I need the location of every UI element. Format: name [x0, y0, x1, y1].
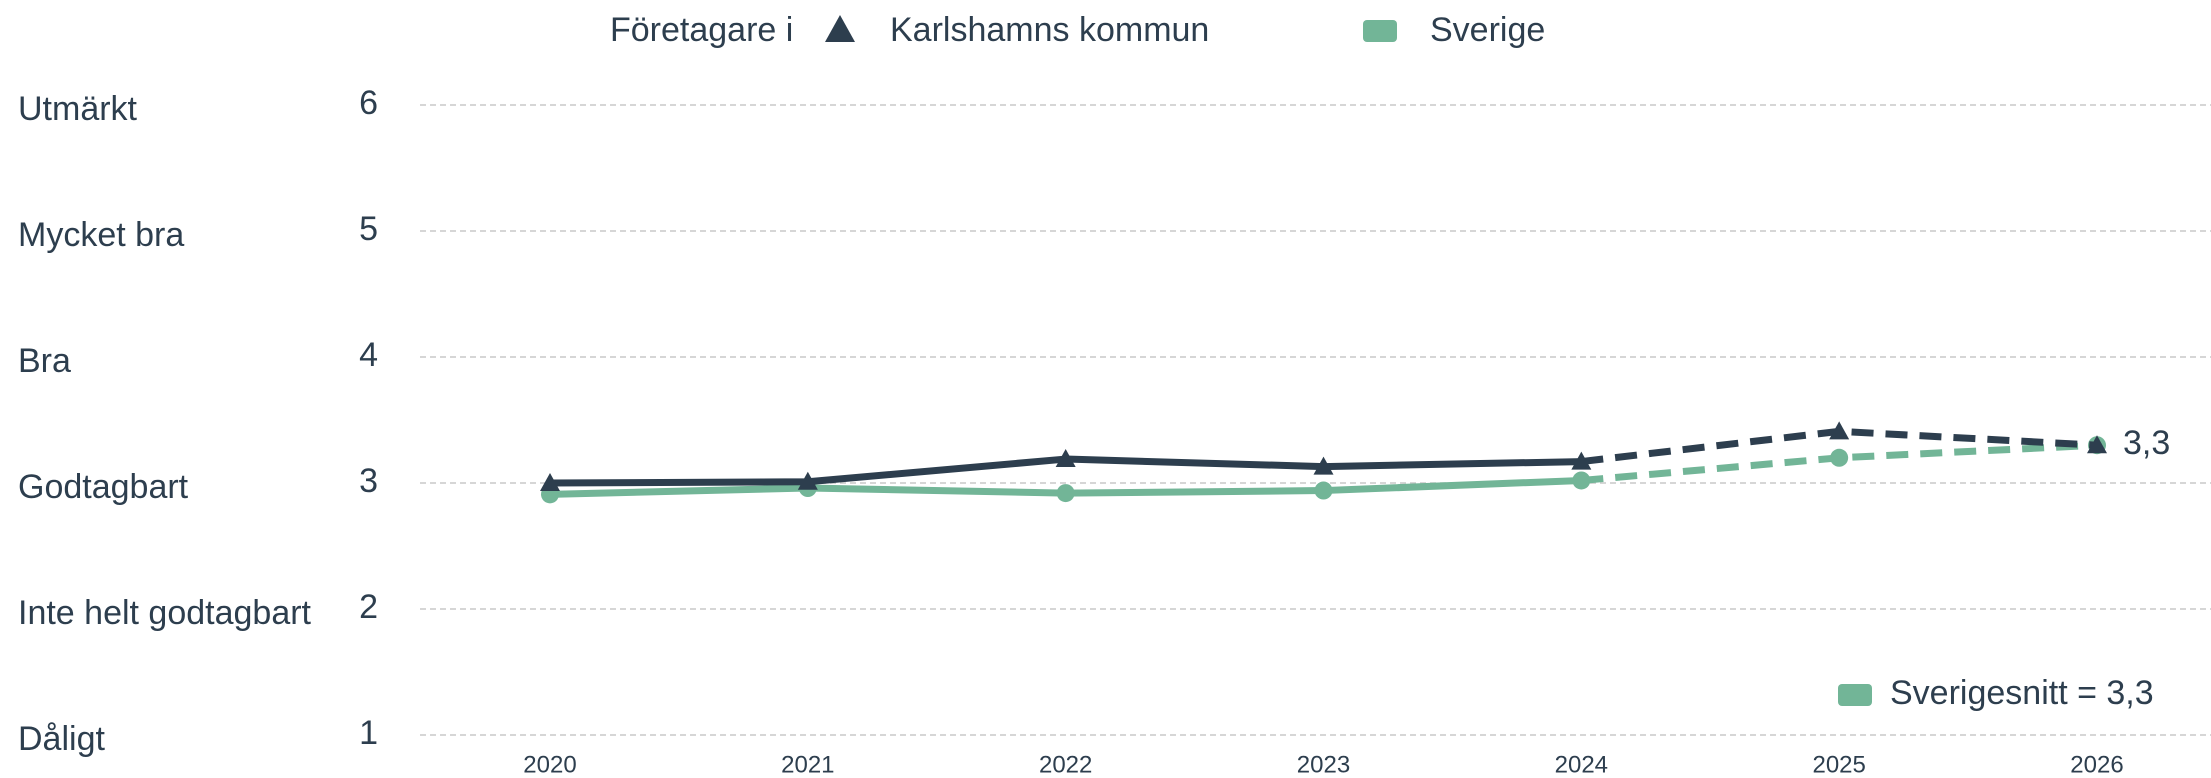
marker	[1571, 451, 1592, 470]
marker	[797, 471, 818, 490]
marker	[1056, 484, 1075, 503]
y-category-label: Inte helt godtagbart	[18, 594, 312, 632]
marker	[1829, 421, 1850, 440]
legend-label: Sverige	[1430, 11, 1545, 49]
legend-label: Karlshamns kommun	[890, 11, 1209, 49]
y-category-label: Dåligt	[18, 720, 105, 758]
y-category-label: Mycket bra	[18, 216, 184, 254]
x-tick-label: 2022	[1039, 751, 1092, 778]
annotation: Sverigesnitt = 3,3	[1890, 674, 2154, 712]
marker	[540, 473, 560, 491]
y-tick-label: 1	[359, 714, 378, 752]
marker	[1313, 456, 1334, 475]
legend-marker	[825, 15, 855, 42]
y-category-label: Godtagbart	[18, 468, 189, 506]
marker	[1055, 449, 1076, 468]
y-tick-label: 5	[359, 210, 378, 248]
y-category-label: Utmärkt	[18, 90, 138, 128]
marker	[1830, 448, 1849, 467]
data-label: 3,3	[2123, 424, 2170, 462]
marker	[1314, 481, 1333, 500]
legend-marker	[1363, 20, 1397, 42]
marker	[1572, 471, 1591, 490]
x-tick-label: 2024	[1555, 751, 1608, 778]
x-tick-label: 2026	[2070, 751, 2123, 778]
y-tick-label: 6	[359, 84, 378, 122]
y-tick-label: 3	[359, 462, 378, 500]
legend-title: Företagare i	[610, 11, 793, 49]
annotation-swatch	[1838, 684, 1872, 706]
y-category-label: Bra	[18, 342, 71, 380]
y-tick-label: 4	[359, 336, 378, 374]
marker	[2087, 435, 2107, 454]
y-tick-label: 2	[359, 588, 378, 626]
x-tick-label: 2020	[523, 751, 576, 778]
x-tick-label: 2025	[1812, 751, 1865, 778]
x-tick-label: 2023	[1297, 751, 1350, 778]
x-tick-label: 2021	[781, 751, 834, 778]
